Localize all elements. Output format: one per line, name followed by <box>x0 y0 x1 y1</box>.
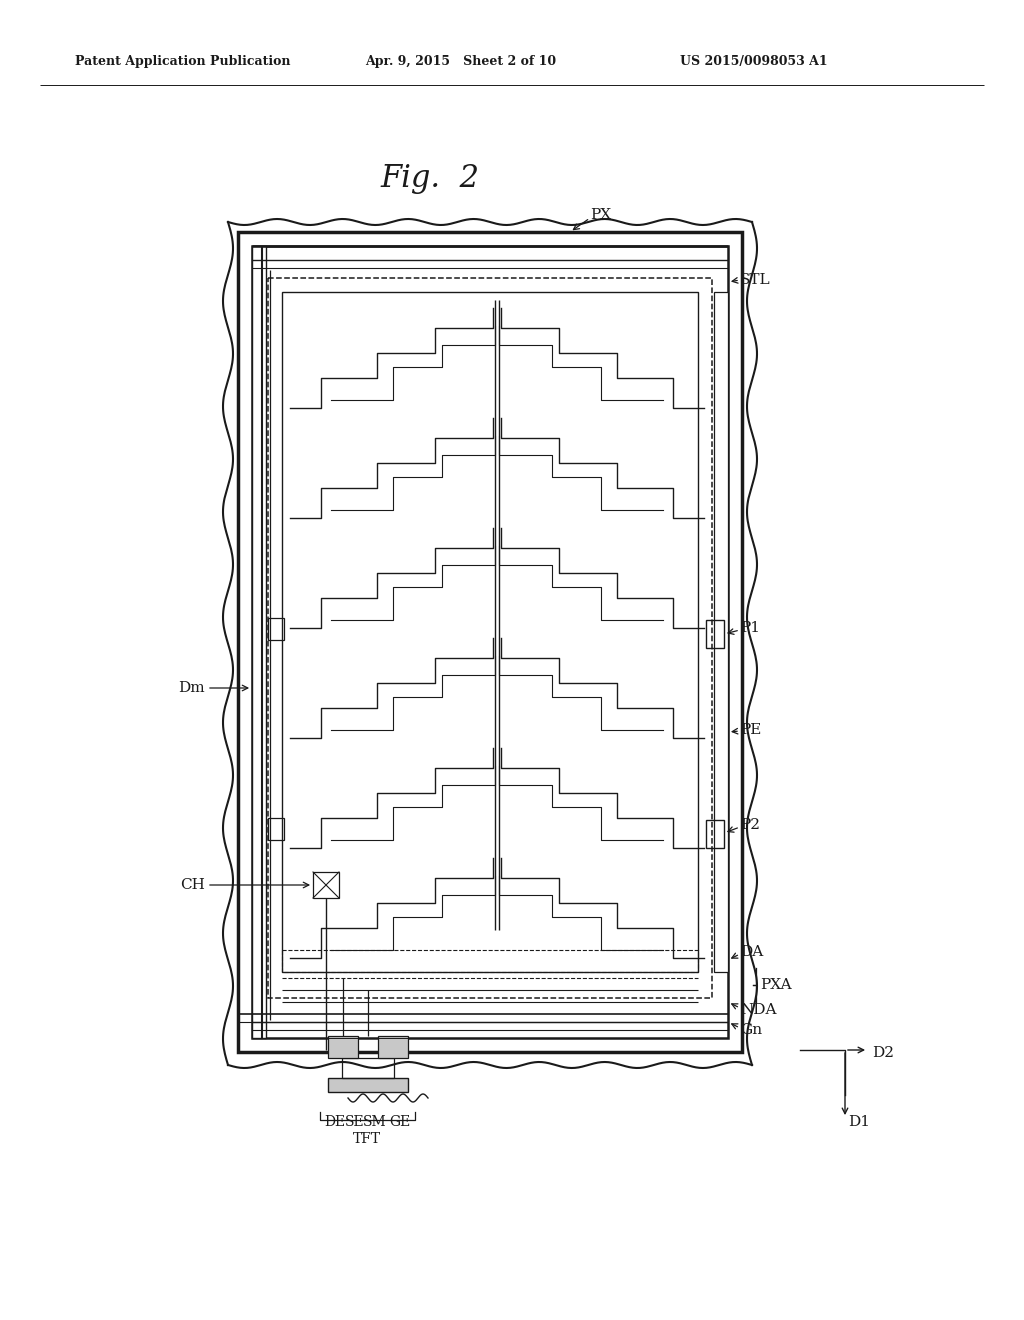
Bar <box>342 1059 394 1078</box>
Bar <box>282 950 698 972</box>
Bar <box>378 1036 408 1059</box>
Text: P2: P2 <box>740 818 760 832</box>
Text: NDA: NDA <box>740 1003 776 1016</box>
Text: P1: P1 <box>740 620 760 635</box>
Text: Dm: Dm <box>178 681 205 696</box>
Text: TFT: TFT <box>353 1133 381 1146</box>
Text: SE: SE <box>345 1115 365 1129</box>
Text: SM: SM <box>364 1115 387 1129</box>
Text: Apr. 9, 2015   Sheet 2 of 10: Apr. 9, 2015 Sheet 2 of 10 <box>365 55 556 69</box>
Bar <box>252 246 728 1038</box>
Text: STL: STL <box>740 273 771 286</box>
Text: Fig.  2: Fig. 2 <box>381 162 479 194</box>
Bar <box>238 232 742 1052</box>
Bar <box>268 618 284 640</box>
Bar <box>268 818 284 840</box>
Bar <box>714 292 728 972</box>
Bar <box>313 873 339 898</box>
Bar <box>268 279 712 998</box>
Bar <box>252 246 266 1038</box>
Bar <box>706 620 724 648</box>
Text: D1: D1 <box>848 1115 870 1129</box>
Text: US 2015/0098053 A1: US 2015/0098053 A1 <box>680 55 827 69</box>
Text: CH: CH <box>180 878 205 892</box>
Text: PXA: PXA <box>760 978 792 993</box>
Text: PE: PE <box>740 723 762 737</box>
Text: GE: GE <box>389 1115 411 1129</box>
Text: D2: D2 <box>872 1045 894 1060</box>
Text: DA: DA <box>740 945 763 960</box>
Bar <box>328 1078 408 1092</box>
Text: PX: PX <box>590 209 611 222</box>
Text: Patent Application Publication: Patent Application Publication <box>75 55 291 69</box>
Bar <box>328 1036 358 1059</box>
Text: Gn: Gn <box>740 1023 762 1038</box>
Bar <box>706 820 724 847</box>
Bar <box>282 292 698 972</box>
Text: DE: DE <box>325 1115 345 1129</box>
